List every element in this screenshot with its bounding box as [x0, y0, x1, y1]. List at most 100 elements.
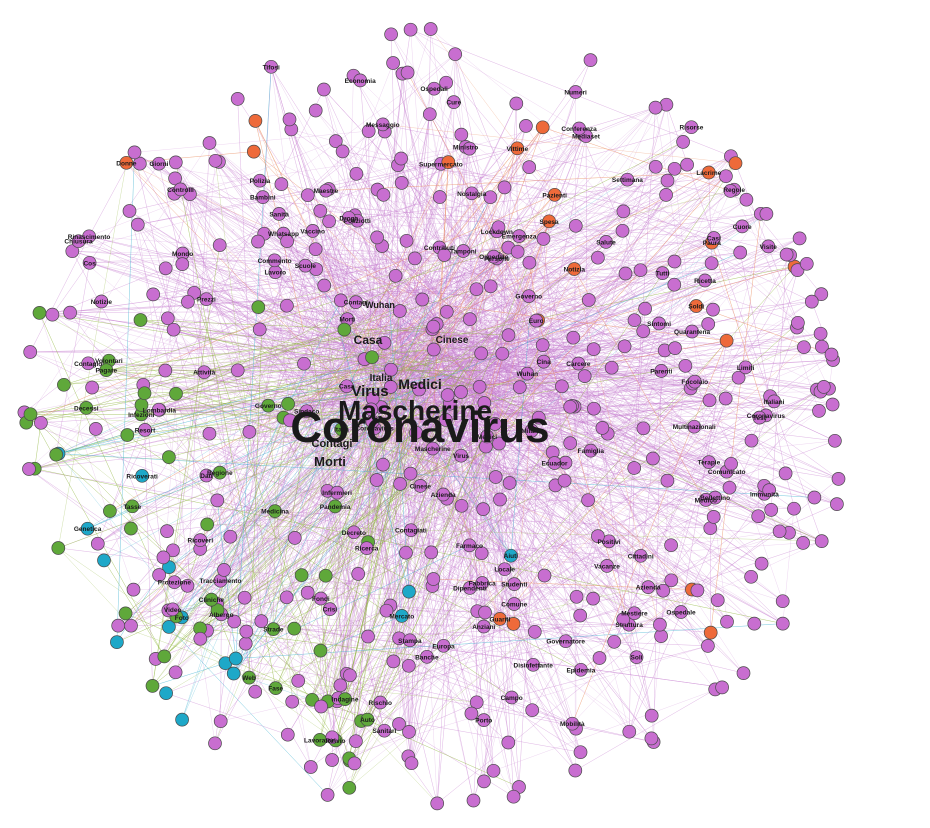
node-green — [51, 541, 66, 555]
node-label: Comunicato — [708, 469, 746, 476]
node-pink — [359, 541, 374, 555]
node-pink — [463, 581, 477, 595]
node-label: Rinvio — [326, 738, 346, 745]
node-pink — [824, 347, 839, 362]
node-pink — [644, 708, 659, 723]
node-pink — [404, 523, 418, 538]
node-pink — [401, 658, 416, 673]
node-label: Giorni — [149, 161, 168, 168]
node-pink — [138, 423, 152, 437]
node-label: Azienda — [431, 492, 456, 499]
node-pink — [586, 591, 600, 606]
node-label: Auto — [360, 717, 375, 724]
node-pink — [280, 298, 294, 313]
node-pink — [63, 305, 77, 320]
node-orange — [246, 144, 261, 159]
hub-label: Contagi — [312, 438, 353, 450]
node-layer — [17, 22, 846, 811]
node-pink — [710, 593, 725, 608]
node-pink — [166, 543, 180, 558]
node-label: Fabbrica — [469, 581, 496, 588]
node-green — [125, 499, 140, 514]
node-pink — [384, 27, 398, 42]
node-green — [360, 712, 375, 727]
node-pink — [563, 436, 578, 450]
node-pink — [685, 324, 699, 339]
node-pink — [566, 330, 581, 345]
node-label: Contributi — [424, 245, 455, 252]
node-green — [137, 386, 152, 401]
node-label: Mediaset — [572, 134, 601, 141]
node-pink — [427, 81, 441, 96]
node-pink — [641, 580, 656, 594]
node-label: Banche — [415, 654, 439, 661]
node-pink — [274, 177, 289, 191]
node-pink — [668, 341, 682, 355]
node-green — [157, 649, 172, 664]
node-pink — [472, 379, 487, 394]
node-pink — [85, 380, 99, 395]
node-pink — [778, 466, 793, 481]
node-pink — [193, 533, 208, 547]
node-pink — [633, 548, 648, 563]
node-green — [162, 450, 176, 464]
node-label: Albergo — [209, 612, 234, 619]
node-label: Whatsapp — [268, 231, 299, 238]
node-pink — [379, 603, 394, 618]
node-pink — [483, 190, 498, 205]
node-pink — [343, 668, 357, 683]
node-pink — [519, 119, 533, 133]
node-label: Anziani — [472, 624, 495, 631]
node-pink — [349, 734, 363, 749]
node-pink — [438, 413, 453, 427]
node-label: Commento — [258, 258, 292, 265]
node-label: Pagare — [95, 368, 117, 375]
node-pink — [512, 229, 526, 243]
node-pink — [702, 393, 717, 408]
node-pink — [199, 292, 214, 307]
node-pink — [477, 396, 492, 410]
node-label: Campo — [501, 695, 523, 702]
node-label: Sindaco — [294, 409, 319, 416]
node-orange — [567, 262, 582, 276]
node-label: Conferenza — [561, 126, 597, 133]
node-label: Tamponi — [450, 249, 477, 256]
node-blue — [110, 635, 124, 649]
node-pink — [328, 134, 343, 148]
node-pink — [759, 207, 774, 221]
node-pink — [415, 292, 430, 307]
node-label: Supermercato — [419, 161, 463, 168]
node-pink — [181, 294, 195, 309]
node-label: Sanitari — [372, 728, 396, 735]
node-pink — [152, 156, 166, 171]
node-pink — [422, 107, 437, 122]
node-pink — [165, 602, 180, 617]
node-label: Guariti — [489, 616, 510, 623]
node-label: Euro — [529, 318, 544, 325]
node-pink — [478, 605, 492, 620]
node-green — [365, 350, 379, 365]
hub-label: Coronavirus — [290, 403, 549, 452]
node-pink — [199, 468, 214, 483]
node-pink — [573, 608, 588, 623]
node-pink — [223, 529, 238, 544]
node-pink — [599, 235, 613, 249]
hub-label: Medici — [398, 376, 442, 392]
node-pink — [349, 295, 363, 309]
node-green — [49, 447, 64, 462]
node-pink — [592, 651, 607, 665]
node-pink — [353, 73, 368, 88]
node-pink — [557, 473, 572, 488]
node-blue — [162, 620, 176, 634]
node-pink — [167, 575, 182, 590]
node-pink — [615, 223, 630, 238]
node-label: Vacanze — [594, 563, 620, 570]
node-label: Pandemia — [320, 504, 351, 511]
node-pink — [425, 441, 440, 456]
node-pink — [572, 121, 586, 136]
node-pink — [525, 703, 540, 718]
node-label: Famiglia — [578, 448, 605, 455]
hub-label: Italia — [370, 373, 393, 384]
node-pink — [173, 182, 188, 197]
node-pink — [22, 462, 36, 476]
